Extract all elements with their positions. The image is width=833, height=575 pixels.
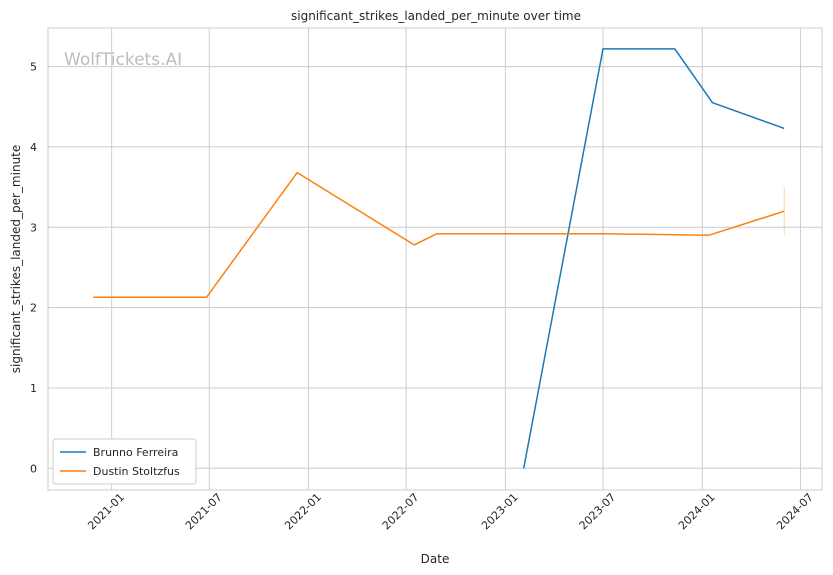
- x-tick-label: 2024-07: [774, 491, 816, 533]
- data-point-brunno-ferreira: [602, 48, 604, 50]
- data-point-dustin-stoltzfus: [436, 232, 438, 234]
- data-point-brunno-ferreira: [783, 127, 785, 129]
- x-tick-label: 2023-01: [479, 491, 521, 533]
- watermark: WolfTickets.AI: [64, 50, 182, 70]
- data-point-dustin-stoltzfus: [413, 244, 415, 246]
- x-axis-label: Date: [421, 552, 450, 566]
- data-point-dustin-stoltzfus: [602, 232, 604, 234]
- data-point-dustin-stoltzfus: [708, 234, 710, 236]
- data-point-brunno-ferreira: [523, 467, 525, 469]
- data-point-brunno-ferreira: [674, 48, 676, 50]
- x-tick-label: 2022-07: [380, 491, 422, 533]
- data-point-dustin-stoltzfus: [92, 296, 94, 298]
- series-line-dustin-stoltzfus: [93, 171, 785, 298]
- data-point-dustin-stoltzfus: [205, 296, 207, 298]
- y-axis-label: significant_strikes_landed_per_minute: [9, 145, 23, 374]
- legend-label-dustin-stoltzfus: Dustin Stoltzfus: [93, 465, 180, 478]
- series-layer: [92, 48, 785, 469]
- x-tick-label: 2023-07: [577, 491, 619, 533]
- x-tick-label: 2022-01: [282, 491, 324, 533]
- data-point-dustin-stoltzfus: [296, 171, 298, 173]
- legend-label-brunno-ferreira: Brunno Ferreira: [93, 446, 178, 459]
- x-tick-label: 2024-01: [676, 491, 718, 533]
- y-tick-label: 3: [30, 221, 37, 234]
- y-tick-label: 4: [30, 141, 37, 154]
- legend: Brunno Ferreira Dustin Stoltzfus: [52, 438, 197, 485]
- x-tick-label: 2021-07: [183, 491, 225, 533]
- data-point-brunno-ferreira: [711, 102, 713, 104]
- y-tick-label: 0: [30, 462, 37, 475]
- y-tick-label: 1: [30, 382, 37, 395]
- grid: [48, 28, 822, 490]
- y-tick-label: 5: [30, 61, 37, 74]
- y-tick-label: 2: [30, 302, 37, 315]
- chart-title: significant_strikes_landed_per_minute ov…: [291, 9, 581, 23]
- plot-area-frame: [47, 27, 823, 491]
- x-tick-label: 2021-01: [85, 491, 127, 533]
- series-line-brunno-ferreira: [522, 48, 785, 469]
- legend-box: [52, 438, 197, 485]
